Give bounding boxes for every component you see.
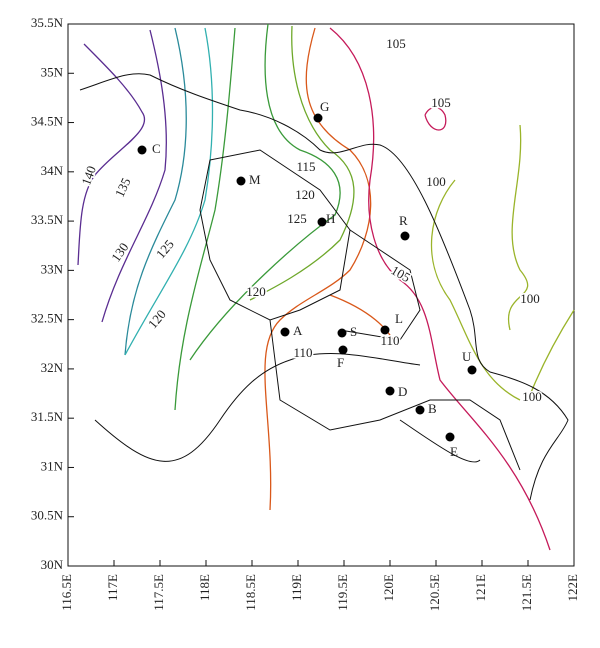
station-label: U (462, 349, 472, 364)
x-tick-label: 118E (197, 574, 212, 601)
province-boundary (339, 229, 421, 341)
contour-135 (101, 29, 167, 323)
contour-label: 125 (153, 237, 177, 262)
station-dot (338, 345, 348, 355)
station-label: E (450, 444, 458, 459)
contour-label: 110 (293, 345, 312, 360)
contour-label: 120 (145, 307, 169, 332)
y-tick-label: 35N (41, 64, 64, 79)
contour-120 (174, 23, 341, 411)
x-tick-label: 121E (473, 574, 488, 602)
station-label: S (350, 324, 357, 339)
station-dot (445, 432, 455, 442)
province-boundary (269, 319, 521, 471)
station-dot (317, 217, 327, 227)
contour-label: 135 (112, 175, 134, 199)
y-tick-label: 34N (41, 163, 64, 178)
contour-125 (124, 27, 214, 356)
x-tick-label: 119.5E (335, 574, 350, 611)
station-label: R (399, 213, 408, 228)
contour-100 (430, 124, 575, 401)
contour-140 (77, 43, 146, 266)
x-tick-label: 117.5E (151, 574, 166, 611)
contour-110 (264, 27, 396, 511)
coastline (79, 73, 569, 501)
x-tick-label: 119E (289, 574, 304, 601)
station-label: A (293, 323, 303, 338)
contour-label: 100 (520, 291, 540, 306)
station-dot (280, 327, 290, 337)
contour-label: 125 (287, 211, 307, 226)
y-tick-label: 34.5N (31, 114, 64, 129)
y-tick-label: 33.5N (31, 212, 64, 227)
contour-105 (329, 27, 551, 551)
y-tick-label: 30N (41, 557, 64, 572)
contour-label: 120 (295, 187, 315, 202)
contour-label: 100 (522, 389, 542, 404)
contour-label: 110 (380, 333, 399, 348)
station-dot (313, 113, 323, 123)
contour-label: 105 (386, 36, 406, 51)
station-dot (467, 365, 477, 375)
y-tick-label: 32.5N (31, 311, 64, 326)
station-label: L (395, 311, 403, 326)
station-label: H (326, 211, 335, 226)
station-label: D (398, 384, 407, 399)
contour-label: 130 (108, 240, 131, 265)
contour-label: 120 (246, 284, 266, 299)
station-label: B (428, 401, 437, 416)
contour-label: 115 (296, 159, 315, 174)
station-dot (337, 328, 347, 338)
station-dot (137, 145, 147, 155)
map-frame (67, 23, 575, 567)
station-dot (385, 386, 395, 396)
province-boundary (199, 149, 351, 321)
y-tick-label: 35.5N (31, 15, 64, 30)
station-dot (380, 325, 390, 335)
station-label: F (337, 355, 344, 370)
station-label: G (320, 99, 329, 114)
contour-label: 105 (431, 95, 451, 110)
y-tick-label: 31N (41, 458, 64, 473)
x-tick-label: 120E (381, 574, 396, 602)
station-dot (400, 231, 410, 241)
contours (77, 23, 575, 551)
y-tick-label: 31.5N (31, 409, 64, 424)
station-dot (415, 405, 425, 415)
contour-label: 105 (389, 262, 413, 285)
x-tick-label: 121.5E (519, 574, 534, 611)
station-label: M (249, 172, 261, 187)
river (94, 353, 421, 462)
contour-label: 140 (78, 164, 99, 187)
x-tick-label: 116.5E (59, 574, 74, 611)
contour-115 (249, 25, 355, 301)
y-tick-label: 32N (41, 360, 64, 375)
x-tick-label: 117E (105, 574, 120, 601)
y-tick-label: 30.5N (31, 508, 64, 523)
x-tick-label: 118.5E (243, 574, 258, 611)
x-tick-label: 120.5E (427, 574, 442, 611)
station-dot (236, 176, 246, 186)
boundaries (79, 73, 569, 501)
x-tick-label: 122E (565, 574, 580, 602)
contour-label: 100 (426, 174, 446, 189)
contour-130 (124, 27, 187, 356)
y-tick-label: 33N (41, 261, 64, 276)
station-label: C (152, 141, 161, 156)
